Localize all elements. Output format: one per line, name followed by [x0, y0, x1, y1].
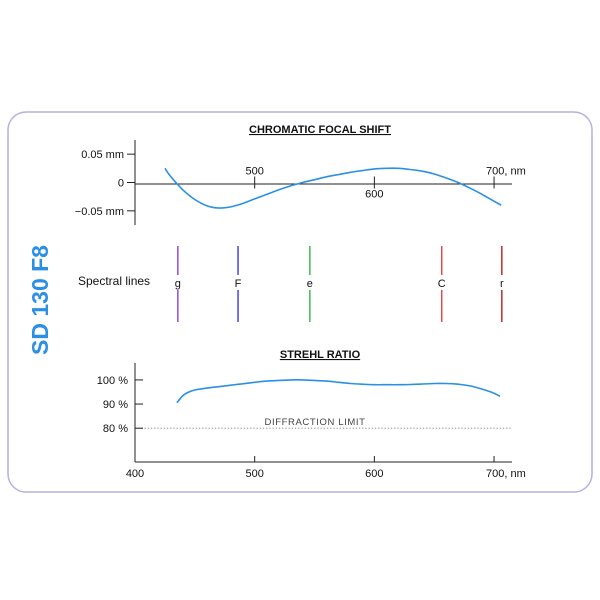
cfs-x-tick-label: 600 [365, 189, 383, 201]
spectral-line-label: g [175, 278, 181, 290]
spectral-line-label: F [235, 278, 242, 290]
spectral-line-label: C [438, 278, 446, 290]
card-border [7, 111, 593, 493]
cfs-x-tick-label: 700, nm [486, 166, 526, 178]
spectral-line-label: r [500, 278, 504, 290]
side-title: SD 130 F8 [27, 245, 53, 355]
sr-y-tick-label: 80 % [103, 423, 128, 435]
sr-x-tick-label: 700, nm [486, 468, 526, 480]
cfs-curve [164, 167, 502, 209]
spectral-line-label: e [307, 278, 313, 290]
cfs-x-tick-label: 500 [246, 166, 264, 178]
sr-y-tick-label: 90 % [103, 399, 128, 411]
sr-x-tick-label: 500 [246, 468, 264, 480]
sr-x-tick-label: 600 [365, 468, 383, 480]
strehl-ratio-chart: STREHL RATIO DIFFRACTION LIMIT 100 % 90 %… [97, 349, 526, 480]
chromatic-focal-shift-title: CHROMATIC FOCAL SHIFT [249, 124, 391, 136]
sr-y-tick-label: 100 % [97, 375, 128, 387]
sr-x-tick-label: 400 [126, 468, 144, 480]
cfs-y-tick-label: 0 [118, 178, 124, 190]
chromatic-focal-shift-chart: CHROMATIC FOCAL SHIFT 0.05 mm 0 −0.05 mm 5… [75, 124, 526, 225]
cfs-y-tick-label: 0.05 mm [81, 149, 124, 161]
strehl-curve [176, 379, 501, 404]
cfs-y-tick-label: −0.05 mm [75, 206, 124, 218]
diffraction-limit-label: DIFFRACTION LIMIT [265, 417, 366, 428]
spectral-lines-label: Spectral lines [78, 274, 150, 288]
strehl-ratio-title: STREHL RATIO [280, 349, 361, 361]
